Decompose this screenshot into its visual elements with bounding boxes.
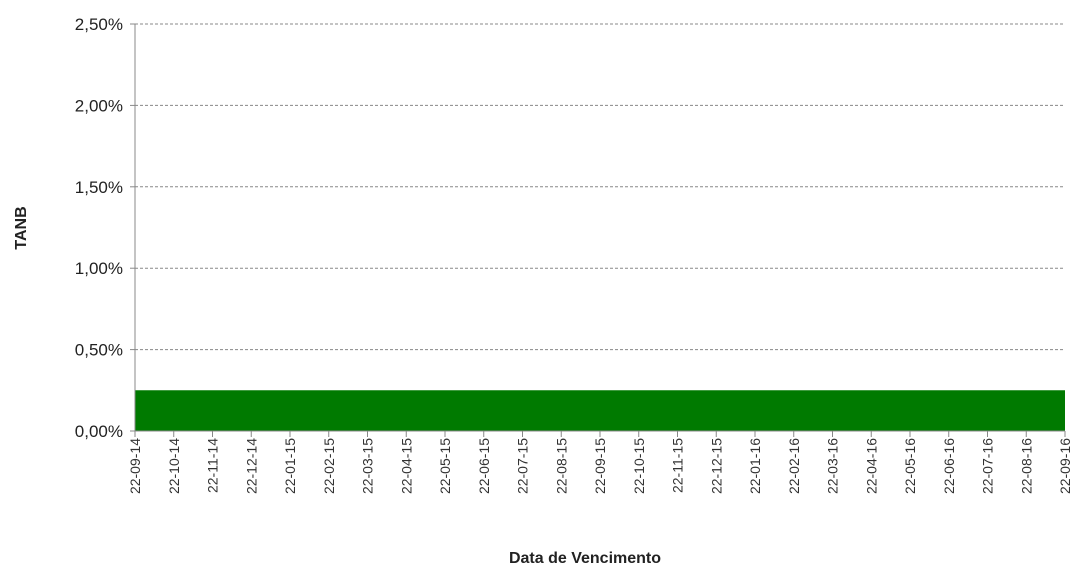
y-tick-label: 1,50% [75,178,123,197]
x-tick-label: 22-06-16 [941,438,957,494]
y-tick-label: 0,50% [75,341,123,360]
x-tick-label: 22-09-16 [1057,438,1073,494]
x-tick-label: 22-07-16 [980,438,996,494]
y-tick-label: 2,00% [75,96,123,115]
y-tick-label: 0,00% [75,422,123,441]
x-tick-label: 22-09-15 [592,438,608,494]
x-tick-label: 22-07-15 [515,438,531,494]
x-tick-label: 22-08-16 [1018,438,1034,494]
x-tick-label: 22-08-15 [553,438,569,494]
x-tick-label: 22-01-15 [282,438,298,494]
x-tick-label: 22-12-14 [243,438,259,494]
x-tick-label: 22-09-14 [127,438,143,494]
x-tick-label: 22-12-15 [708,438,724,494]
x-tick-label: 22-02-15 [321,438,337,494]
x-tick-label: 22-05-15 [437,438,453,494]
x-axis-title: Data de Vencimento [509,550,661,567]
area [135,390,1065,431]
x-tick-label: 22-10-14 [166,438,182,494]
x-tick-label: 22-11-15 [670,438,686,493]
x-tick-label: 22-10-15 [631,438,647,494]
x-tick-label: 22-05-16 [902,438,918,494]
x-tick-label: 22-02-16 [786,438,802,494]
x-tick-label: 22-03-16 [825,438,841,494]
x-tick-label: 22-06-15 [476,438,492,494]
y-axis-title: TANB [13,206,30,249]
x-tick-label: 22-01-16 [747,438,763,494]
y-tick-label: 1,00% [75,259,123,278]
y-tick-label: 2,50% [75,15,123,34]
x-tick-label: 22-04-16 [863,438,879,494]
x-tick-label: 22-11-14 [205,438,221,493]
x-tick-label: 22-03-15 [360,438,376,494]
x-tick-label: 22-04-15 [398,438,414,494]
